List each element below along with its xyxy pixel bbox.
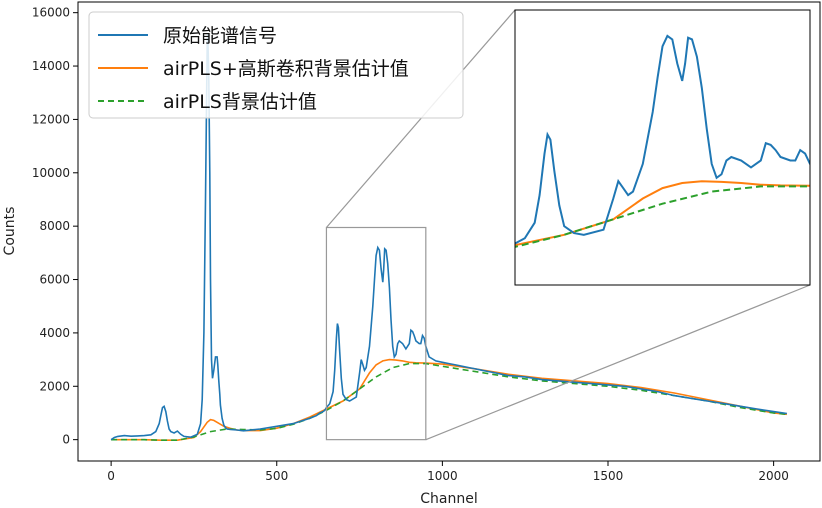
x-tick-label: 2000 <box>758 469 789 483</box>
series-line-0 <box>110 33 788 441</box>
y-axis-title: Counts <box>2 207 18 256</box>
zoom-region-box <box>325 226 427 441</box>
x-axis: 0 500 1000 1500 2000 <box>107 461 789 483</box>
inset-series-line-0 <box>515 34 810 245</box>
y-tick-label: 16000 <box>32 6 70 20</box>
y-tick-label: 6000 <box>39 273 70 287</box>
x-tick-label: 500 <box>265 469 288 483</box>
y-tick-label: 2000 <box>39 379 70 393</box>
y-tick-label: 0 <box>62 433 70 447</box>
legend-label-raw: 原始能谱信号 <box>163 25 277 47</box>
series-line-2 <box>111 362 787 441</box>
x-tick-label: 1000 <box>427 469 458 483</box>
y-tick-label: 4000 <box>39 326 70 340</box>
series-line-1 <box>111 358 787 441</box>
x-axis-title: Channel <box>420 491 477 507</box>
plot-frame <box>77 1 821 462</box>
inset-series-group <box>515 34 810 248</box>
y-tick-label: 12000 <box>32 112 70 126</box>
y-tick-label: 8000 <box>39 219 70 233</box>
legend-label-airpls: airPLS背景估计值 <box>163 91 317 113</box>
zoom-connector-top <box>325 9 516 228</box>
legend-box <box>88 11 464 119</box>
inset-series-line-2 <box>515 185 810 248</box>
zoom-inset <box>514 9 811 286</box>
legend-label-gauss: airPLS+高斯卷积背景估计值 <box>163 58 409 80</box>
x-tick-label: 0 <box>107 469 115 483</box>
legend: 原始能谱信号 airPLS+高斯卷积背景估计值 airPLS背景估计值 <box>88 11 464 119</box>
x-tick-label: 1500 <box>593 469 624 483</box>
y-tick-label: 14000 <box>32 59 70 73</box>
inset-background <box>515 10 810 285</box>
inset-frame <box>514 9 811 286</box>
zoom-connector-bottom <box>425 284 811 441</box>
y-axis: 0 2000 4000 6000 8000 10000 12000 14000 16000 <box>32 6 78 447</box>
y-tick-label: 10000 <box>32 166 70 180</box>
inset-series-line-1 <box>515 180 810 247</box>
main-series-group <box>110 33 788 441</box>
